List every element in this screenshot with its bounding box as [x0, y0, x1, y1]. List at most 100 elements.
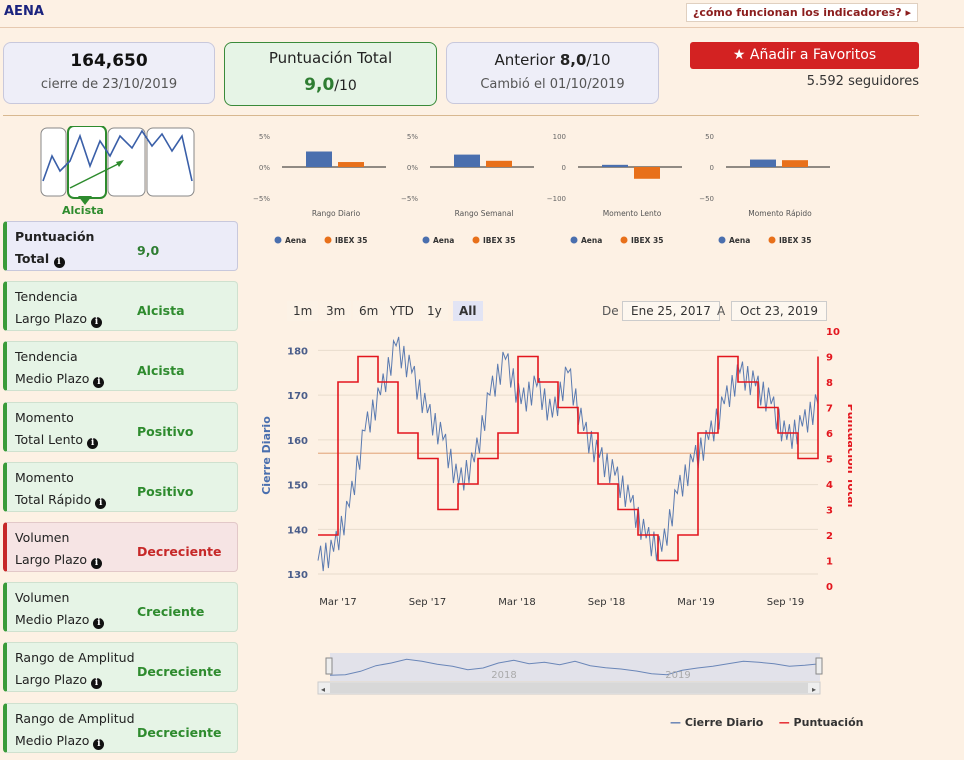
how-indicators-label: ¿cómo funcionan los indicadores? — [692, 6, 902, 19]
indicator-subname: Medio Plazo i — [15, 733, 105, 750]
star-icon: ★ — [732, 47, 746, 63]
y2tick-label: 5 — [826, 455, 833, 466]
add-favorites-button[interactable]: ★ Añadir a Favoritos — [690, 42, 919, 69]
y2tick-label: 10 — [826, 327, 840, 338]
indicator-5[interactable]: Volumen Largo Plazo i Decreciente — [3, 522, 238, 572]
ytick-label: 160 — [287, 436, 308, 447]
add-favorites-label: Añadir a Favoritos — [749, 47, 877, 63]
ticker-symbol: AENA — [4, 4, 44, 19]
indicator-subname: Total i — [15, 251, 65, 268]
info-icon[interactable]: i — [90, 558, 102, 569]
indicator-name: Volumen — [15, 530, 70, 545]
indicator-7[interactable]: Rango de Amplitud Largo Plazo i Decrecient… — [3, 642, 238, 693]
plot-area — [318, 328, 818, 583]
indicator-subname: Medio Plazo i — [15, 612, 105, 630]
y2tick-label: 7 — [826, 404, 833, 415]
mini-chart-momento-lento: 100 0 −100 Momento Lento Aena IBEX 35 — [542, 126, 684, 251]
y2tick-label: 2 — [826, 531, 833, 542]
navigator-handle-left — [325, 657, 333, 675]
indicator-6[interactable]: Volumen Medio Plazo i Creciente — [3, 582, 238, 633]
y2tick-label: 8 — [826, 378, 833, 389]
legend-price[interactable]: — Cierre Diario — [670, 716, 764, 729]
xtick-label: Sep '17 — [409, 597, 447, 608]
mini-legend-label: IBEX 35 — [483, 236, 515, 245]
mini-ytick: 0 — [562, 164, 566, 172]
info-icon[interactable]: i — [93, 618, 105, 630]
trend-thumbnail-icon — [40, 126, 195, 205]
range-button-4[interactable]: 1y — [421, 301, 448, 321]
y2tick-label: 1 — [826, 557, 833, 568]
indicator-value: Positivo — [137, 423, 194, 439]
mini-legend-marker — [718, 236, 726, 244]
mini-bar-1 — [486, 160, 512, 167]
total-score-value: 9,0/10 — [304, 75, 357, 95]
score-line — [318, 355, 819, 562]
info-icon[interactable]: i — [93, 738, 105, 750]
indicator-subname: Medio Plazo i — [15, 371, 105, 389]
range-button-1[interactable]: 3m — [320, 301, 352, 321]
previous-score-date: Cambió el 01/10/2019 — [480, 77, 625, 92]
mini-ytick: 100 — [553, 133, 566, 141]
scroll-right-icon: ▸ — [812, 685, 816, 694]
trend-label: Alcista — [62, 204, 104, 217]
indicator-name: Puntuación — [15, 229, 95, 244]
indicator-subname: Largo Plazo i — [15, 672, 102, 690]
mini-ytick: 0 — [710, 164, 714, 172]
ytick-label: 150 — [287, 481, 308, 492]
to-date-input[interactable]: Oct 23, 2019 — [731, 301, 827, 321]
info-icon[interactable]: i — [93, 377, 105, 389]
indicator-8[interactable]: Rango de Amplitud Medio Plazo i Decrecient… — [3, 702, 238, 753]
navigator-label: 2018 — [491, 670, 516, 681]
ytick-label: 180 — [287, 346, 308, 357]
y2-axis-title: Puntuación Total — [845, 404, 852, 508]
legend-score[interactable]: — Puntuación — [778, 716, 864, 729]
y2tick-label: 0 — [826, 582, 833, 593]
ytick-label: 140 — [287, 525, 308, 536]
info-icon[interactable]: i — [90, 678, 102, 690]
indicator-2[interactable]: Tendencia Medio Plazo i Alcista — [3, 341, 238, 392]
mini-legend-label: Aena — [285, 236, 306, 245]
indicator-name: Rango de Amplitud — [15, 650, 135, 666]
mini-ytick: 5% — [407, 133, 418, 141]
indicator-value: Positivo — [137, 483, 194, 499]
range-button-5[interactable]: All — [453, 301, 483, 321]
indicator-value: Alcista — [137, 363, 185, 379]
navigator-handle-right — [815, 657, 823, 675]
mini-ytick: −5% — [401, 195, 418, 203]
range-button-0[interactable]: 1m — [287, 301, 319, 321]
price-date: cierre de 23/10/2019 — [40, 77, 178, 92]
mini-chart-rango-semanal: 5% 0% −5% Rango Semanal Aena IBEX 35 — [394, 126, 536, 251]
mini-bar-0 — [306, 151, 332, 167]
navigator-label: 2019 — [665, 670, 690, 681]
mini-legend-label: IBEX 35 — [631, 236, 663, 245]
previous-score: Anterior 8,0/10 — [494, 51, 611, 69]
range-button-3[interactable]: YTD — [384, 301, 420, 321]
info-icon[interactable]: i — [90, 317, 102, 329]
how-indicators-link[interactable]: ¿cómo funcionan los indicadores? ▸ — [685, 3, 918, 22]
info-icon[interactable]: i — [53, 257, 65, 268]
indicator-name: Momento — [15, 409, 74, 425]
indicator-subname: Largo Plazo i — [15, 311, 102, 329]
indicator-0[interactable]: Puntuación Total i 9,0 — [3, 221, 238, 271]
mini-bar-0 — [454, 154, 480, 167]
indicator-1[interactable]: Tendencia Largo Plazo i Alcista — [3, 281, 238, 332]
indicator-3[interactable]: Momento Total Lento i Positivo — [3, 401, 238, 452]
mini-ytick: 5% — [259, 133, 270, 141]
indicator-4[interactable]: Momento Total Rápido i Positivo — [3, 461, 238, 512]
indicator-value: Creciente — [137, 604, 205, 620]
mini-xlabel: Momento Lento — [603, 209, 662, 218]
info-icon[interactable]: i — [87, 437, 99, 449]
indicator-name: Volumen — [15, 590, 70, 606]
mini-legend-marker — [274, 236, 282, 244]
mini-legend-label: Aena — [433, 236, 454, 245]
main-price-chart[interactable]: 130 140 150 160 170 180 0 1 2 3 4 5 6 7 8 9 10 Cierre Dia… — [252, 320, 852, 695]
divider — [3, 115, 919, 116]
indicator-value: Decreciente — [137, 724, 222, 740]
mini-ytick: 50 — [705, 133, 714, 141]
info-icon[interactable]: i — [95, 497, 107, 509]
price-line — [317, 336, 819, 572]
range-button-2[interactable]: 6m — [353, 301, 385, 321]
y2tick-label: 9 — [826, 353, 833, 364]
scroll-left-icon: ◂ — [321, 685, 325, 694]
from-date-input[interactable]: Ene 25, 2017 — [622, 301, 720, 321]
